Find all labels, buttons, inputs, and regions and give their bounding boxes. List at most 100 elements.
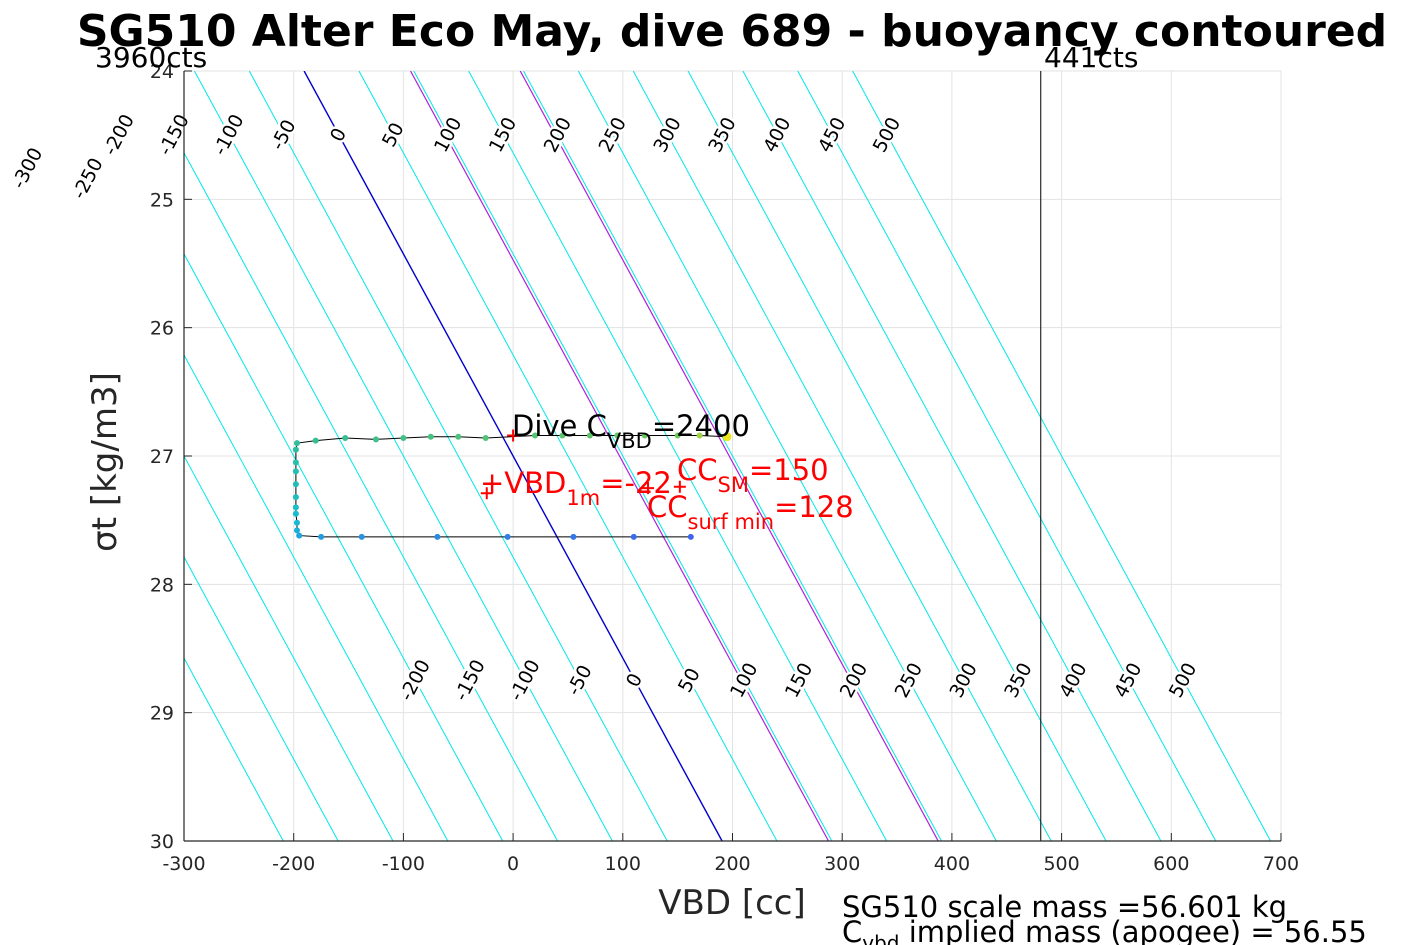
dive-point-14 [312,437,319,444]
contour-line-14 [632,71,1052,841]
implied-mass-c: C [842,915,862,945]
dive-point-21 [292,504,299,511]
annotation-ccsm-tail: =150 [749,453,829,487]
y-tick-label-5: 29 [150,703,174,725]
dive-point-18 [292,468,299,475]
red-cross-1 [673,480,686,493]
dive-point-10 [427,433,434,440]
dive-point-30 [570,533,577,540]
y-tick-label-4: 28 [150,574,174,596]
sm-line-1 [519,71,939,841]
y-tick-label-6: 30 [150,831,174,853]
x-tick-label-4: 100 [605,853,641,875]
dive-point-25 [296,532,303,539]
annotation-vbd1m-sub: 1m [566,486,600,510]
annotation-ccsm-main: CC [677,453,718,487]
dive-point-11 [400,435,407,442]
annotation-ccsurf: CCsurf min=128 [647,490,854,534]
annotation-vbd1m: +VBD1m=-22 [480,466,672,510]
annotation-divecvbd: Dive CVBD=2400 [512,409,750,453]
dive-point-2 [674,432,681,439]
scale-mass-text: SG510 scale mass =56.601 kg [842,890,1287,924]
annotation-divecvbd-sub: VBD [607,429,652,453]
dive-point-6 [559,432,566,439]
contour-line-9 [358,71,778,841]
x-tick-label-6: 300 [824,853,860,875]
dive-point-16 [292,446,299,453]
x-tick-label-1: -200 [272,853,315,875]
x-tick-label-0: -300 [162,853,205,875]
contour-line-2 [184,454,394,841]
dive-point-20 [292,494,299,501]
x-tick-label-10: 700 [1263,853,1299,875]
contour-line-11 [468,71,888,841]
y-axis-label: σt [kg/m3] [85,372,125,552]
contour-label-top-2: -300 [8,144,48,192]
contour-line-18 [852,71,1272,841]
buoyancy-contours [184,71,1272,841]
contour-line-1 [184,556,339,841]
dive-point-19 [292,481,299,488]
dive-point-7 [532,432,539,439]
annotation-vbd1m-main: +VBD [480,466,566,500]
red-cross-2 [480,487,493,500]
dive-point-4 [614,432,621,439]
implied-mass-sub: vbd [862,931,899,945]
dive-point-29 [504,533,511,540]
annotation-ccsurf-sub: surf min [688,510,775,534]
limit-right-label: 441cts [1044,41,1138,74]
dive-point-1 [696,432,703,439]
x-tick-label-8: 500 [1043,853,1079,875]
annotation-ccsm: CCSM=150 [677,453,829,497]
annotation-divecvbd-main: Dive C [512,409,607,443]
y-tick-label-0: 24 [150,61,174,83]
dive-point-3 [641,432,648,439]
dive-point-27 [358,533,365,540]
dive-point-22 [292,510,299,517]
x-tick-label-3: 0 [507,853,519,875]
dive-point-8 [482,435,489,442]
contour-line-17 [797,71,1217,841]
annotation-ccsm-sub: SM [718,473,749,497]
contour-line-13 [577,71,997,841]
x-tick-label-9: 600 [1153,853,1189,875]
annotation-divecvbd-tail: =2400 [652,409,750,443]
dive-point-0 [722,432,732,442]
implied-mass-tail: implied mass (apogee) = 56.55 [899,915,1366,945]
dive-point-26 [318,533,325,540]
annotation-ccsurf-tail: =128 [774,490,854,524]
x-tick-label-5: 200 [714,853,750,875]
chart-title: SG510 Alter Eco May, dive 689 - buoyancy… [77,6,1387,57]
dive-point-24 [293,527,300,534]
dive-point-15 [293,440,300,447]
contour-line-16 [742,71,1162,841]
y-tick-label-1: 25 [150,189,174,211]
dive-point-28 [434,533,441,540]
y-tick-label-3: 27 [150,446,174,468]
contour-label-top-4: -200 [99,111,139,159]
annotation-vbd1m-tail: =-22 [600,466,672,500]
contour-line-10 [413,71,833,841]
dive-point-17 [292,459,299,466]
dive-point-9 [455,433,462,440]
axes: -300 -200 -100 0 100 200 300 400 500 600 700 24 25 26… [85,41,1299,875]
dive-path [292,432,732,540]
contour-line-8 [303,71,723,841]
contour-line-4 [184,252,504,841]
x-tick-label-2: -100 [382,853,425,875]
y-tick-label-2: 26 [150,318,174,340]
contour-line-5 [184,151,558,841]
red-cross-0 [507,429,520,442]
contour-line-7 [248,71,668,841]
contour-line-0 [184,657,284,841]
implied-mass-text: Cvbd implied mass (apogee) = 56.55 [842,915,1367,945]
contour-line-6 [193,71,613,841]
dive-point-31 [630,533,637,540]
dive-point-23 [293,519,300,526]
contour-label-top-3: -250 [68,154,108,202]
dive-point-5 [586,432,593,439]
contour-line-15 [687,71,1107,841]
dive-point-32 [687,533,694,540]
